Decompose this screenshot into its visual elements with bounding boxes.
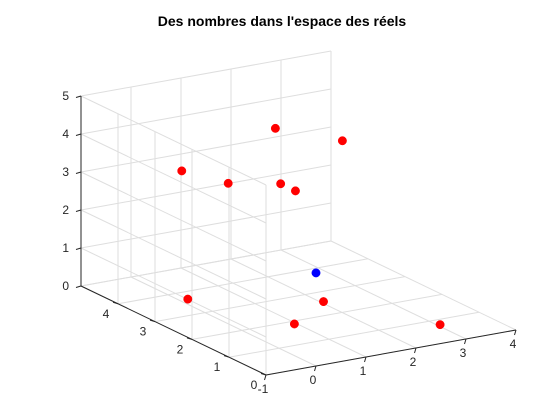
data-points [177,123,445,330]
x-tick-mark [464,338,467,345]
z-tick-mark [75,247,82,250]
x-tick-mark [514,329,517,336]
axes [75,95,517,381]
z-tick-label: 2 [62,203,69,217]
z-tick-label: 0 [62,279,69,293]
x-tick-mark [314,365,317,372]
floor-grid-line [191,293,443,340]
y-tick-label: 2 [177,342,184,356]
y-tick-label: 3 [140,325,147,339]
x-tick-mark [414,347,417,354]
y-axis-line [80,285,267,376]
back-wall-grid-line [80,202,332,249]
floor-grid-line [228,311,480,358]
left-wall-grid-line [80,133,267,224]
data-point [289,319,299,329]
floor-grid-line [180,267,367,358]
y-tick-mark [186,337,193,340]
chart-title: Des nombres dans l'espace des réels [158,13,407,29]
x-tick-mark [364,356,367,363]
back-wall-grid-line [80,50,332,97]
z-tick-mark [75,171,82,174]
floor-grid-line [330,240,517,331]
x-tick-label: -1 [258,382,269,396]
floor-grid-line [117,258,369,305]
x-axis-line [265,329,517,376]
x-tick-label: 4 [510,337,517,351]
z-tick-mark [75,209,82,212]
z-tick-mark [75,133,82,136]
data-point [177,166,187,176]
y-tick-mark [223,355,230,358]
back-wall-grid-line [80,240,332,287]
z-tick-label: 5 [62,89,69,103]
y-tick-label: 1 [214,360,221,374]
z-tick-label: 3 [62,165,69,179]
left-wall-grid-line [80,171,267,262]
left-wall-grid-line [80,95,267,186]
x-tick-label: 1 [360,364,367,378]
y-tick-mark [112,301,119,305]
z-tick-label: 1 [62,241,69,255]
data-point [435,320,445,330]
data-point [319,297,328,307]
floor-grid-line [154,276,406,323]
x-tick-mark [264,374,267,381]
z-tick-mark [75,285,82,288]
data-point [223,178,233,188]
data-point [291,186,300,196]
data-point [311,268,321,278]
left-wall-grid-line [80,209,267,300]
data-point [276,179,286,189]
floor-grid-line [280,249,467,340]
y-tick-label: 0 [251,378,258,392]
data-point [183,294,193,304]
data-point [270,123,280,133]
floor-grid-line [130,276,317,367]
x-tick-label: 0 [310,373,317,387]
back-wall-grid-line [80,164,332,211]
data-point [337,136,347,146]
z-tick-mark [75,95,82,98]
left-wall-grid-line [80,247,267,338]
back-wall-grid-line [80,88,332,135]
y-tick-label: 4 [103,307,110,321]
y-tick-mark [260,373,267,376]
x-tick-label: 3 [460,346,467,360]
back-wall-grid-line [80,126,332,173]
z-tick-label: 4 [62,127,69,141]
x-tick-label: 2 [410,355,417,369]
y-tick-mark [149,319,156,323]
